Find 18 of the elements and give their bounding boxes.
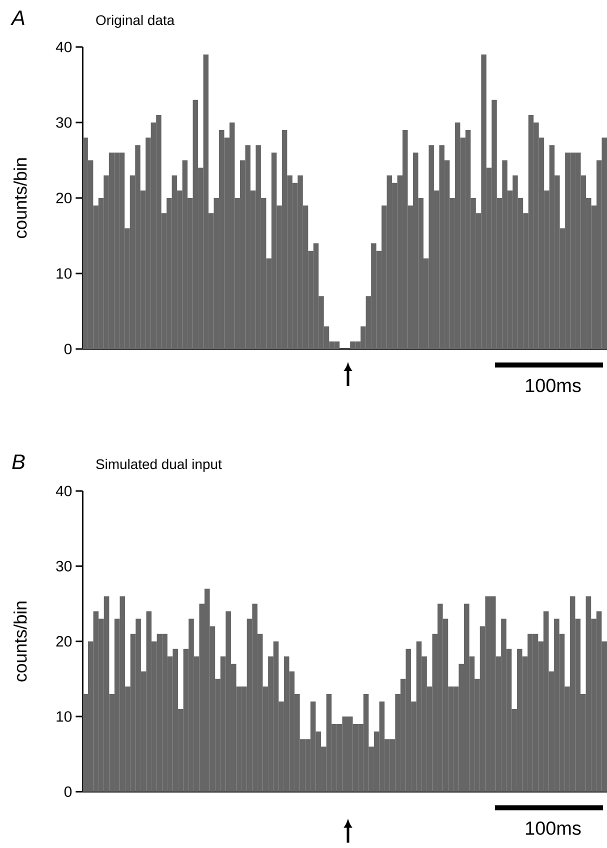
y-tick-label: 30 <box>56 560 72 572</box>
y-tick-label: 40 <box>56 486 72 496</box>
y-tick-label: 20 <box>56 192 72 204</box>
text: 100ms <box>526 378 581 392</box>
y-tick-label: 30 <box>56 117 72 128</box>
text: 100ms <box>526 821 581 835</box>
y-axis-title: counts/bin <box>14 158 27 238</box>
y-tick-label: 0 <box>64 344 72 354</box>
y-tick-label: 10 <box>56 711 72 722</box>
chart-subtitle: Simulated dual input <box>96 458 222 472</box>
chart-title: B <box>12 454 25 469</box>
y-tick-label: 20 <box>56 636 72 647</box>
y-tick-label: 40 <box>56 42 72 52</box>
y-tick-label: 0 <box>64 786 72 797</box>
chart-subtitle: Original data <box>96 14 175 28</box>
chart-title: A <box>10 10 24 25</box>
y-tick-label: 10 <box>56 268 72 279</box>
y-axis-title: counts/bin <box>14 602 27 682</box>
